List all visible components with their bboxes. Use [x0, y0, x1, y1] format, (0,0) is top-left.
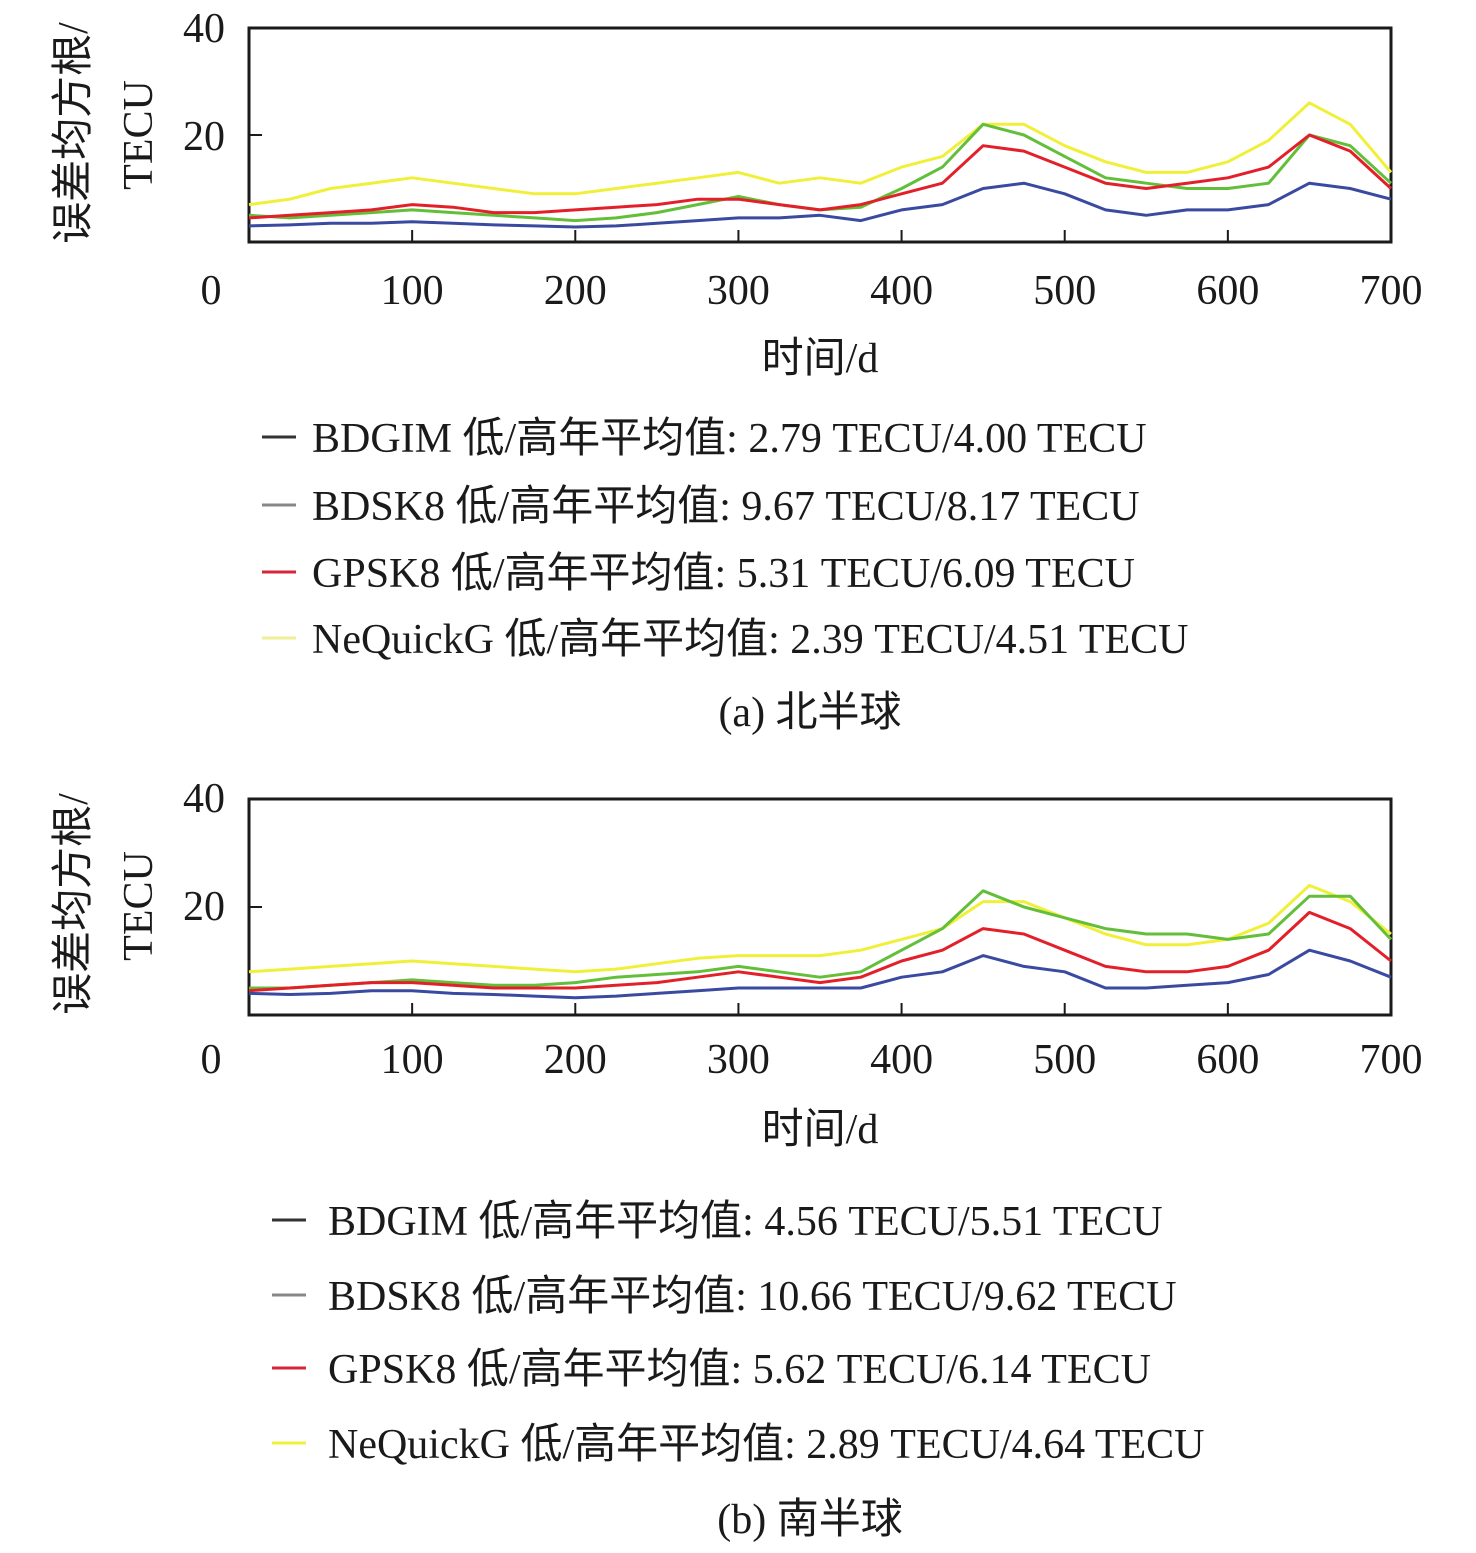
x-axis-label: 时间/d: [762, 1107, 879, 1153]
series-line-bdsk8: [249, 889, 1393, 990]
panel-caption: (b) 南半球: [717, 1497, 902, 1543]
y-tick-label-40: 40: [183, 776, 225, 822]
series-line-gpsk8: [248, 133, 1393, 220]
legend-entry-bdgim: BDGIM 低/高年平均值: 4.56 TECU/5.51 TECU: [328, 1198, 1163, 1245]
y-axis-label-line2: TECU: [116, 80, 162, 190]
x-ticks: 0 100 200 300 400 500 600 700: [201, 1003, 1423, 1083]
y-axis-label-line1: 误差均方根/: [51, 793, 97, 1015]
y-tick-label-40: 40: [183, 6, 225, 52]
y-axis-label-line1: 误差均方根/: [51, 22, 97, 244]
x-ticks: 0 100 200 300 400 500 600 700: [201, 230, 1423, 314]
y-tick-label-20: 20: [183, 114, 225, 160]
legend: BDGIM 低/高年平均值: 2.79 TECU/4.00 TECU BDSK8…: [262, 415, 1189, 663]
chart-panel-b: 误差均方根/ TECU 0 100 200 300 400 500 600 700 40 20…: [51, 776, 1423, 1543]
x-tick-label: 500: [1033, 268, 1096, 314]
panel-caption: (a) 北半球: [718, 690, 901, 736]
x-tick-label: 700: [1360, 268, 1423, 314]
x-tick-label: 600: [1196, 1037, 1259, 1083]
legend-entry-bdsk8: BDSK8 低/高年平均值: 9.67 TECU/8.17 TECU: [312, 483, 1140, 530]
series-line-gpsk8: [248, 910, 1392, 993]
x-tick-label: 0: [201, 268, 222, 314]
series-line-nequickg: [248, 101, 1393, 207]
x-tick-label: 0: [201, 1037, 222, 1083]
legend-entry-bdgim: BDGIM 低/高年平均值: 2.79 TECU/4.00 TECU: [312, 415, 1147, 462]
legend-entry-nequickg: NeQuickG 低/高年平均值: 2.39 TECU/4.51 TECU: [312, 616, 1189, 663]
x-tick-label: 200: [544, 268, 607, 314]
legend: BDGIM 低/高年平均值: 4.56 TECU/5.51 TECU BDSK8…: [272, 1198, 1205, 1468]
x-axis-label: 时间/d: [762, 336, 879, 382]
chart-panel-a: 误差均方根/ TECU 0 100 200 300 400 500 600 700 40 20…: [51, 6, 1423, 736]
x-tick-label: 400: [870, 268, 933, 314]
x-tick-label: 700: [1360, 1037, 1423, 1083]
x-tick-label: 100: [381, 1037, 444, 1083]
y-axis-label-line2: TECU: [116, 851, 162, 961]
x-tick-label: 100: [381, 268, 444, 314]
series-line-bdgim: [248, 181, 1392, 229]
series-layer: [248, 883, 1393, 1000]
x-tick-label: 300: [707, 268, 770, 314]
x-tick-label: 600: [1196, 268, 1259, 314]
series-line-bdgim: [248, 948, 1392, 1000]
x-tick-label: 300: [707, 1037, 770, 1083]
legend-entry-gpsk8: GPSK8 低/高年平均值: 5.62 TECU/6.14 TECU: [328, 1346, 1151, 1393]
legend-entry-nequickg: NeQuickG 低/高年平均值: 2.89 TECU/4.64 TECU: [328, 1421, 1205, 1468]
y-tick-label-20: 20: [183, 884, 225, 930]
series-layer: [248, 101, 1393, 229]
x-tick-label: 400: [870, 1037, 933, 1083]
x-tick-label: 500: [1033, 1037, 1096, 1083]
series-line-nequickg: [248, 883, 1392, 974]
x-tick-label: 200: [544, 1037, 607, 1083]
legend-entry-bdsk8: BDSK8 低/高年平均值: 10.66 TECU/9.62 TECU: [328, 1273, 1177, 1320]
legend-entry-gpsk8: GPSK8 低/高年平均值: 5.31 TECU/6.09 TECU: [312, 550, 1135, 597]
